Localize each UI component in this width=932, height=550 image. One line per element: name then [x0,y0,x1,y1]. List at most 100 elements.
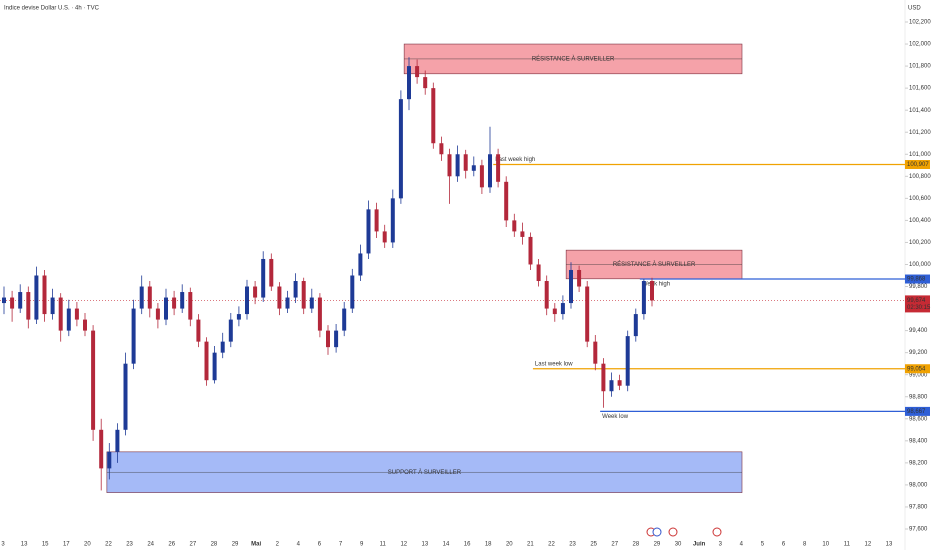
chart-title: Indice devise Dollar U.S. · 4h · TVC [4,6,100,12]
candle-body [463,154,468,171]
candle-body [269,258,274,287]
x-tick-label: 26 [168,542,175,548]
candle-body [358,253,363,276]
x-tick-label: 13 [21,542,28,548]
y-tick-label: 98,800 [909,394,928,400]
price-tag-label: 100,907 [907,162,929,168]
candle-body [10,297,15,309]
event-icon[interactable] [652,527,662,537]
candle-body [188,292,193,320]
candle-body [609,380,614,392]
candle-body [601,363,606,392]
y-tick-label: 101,400 [909,108,931,114]
candle-body [18,292,23,309]
candle-body [593,341,598,364]
price-tag [905,295,930,313]
candle-body [293,281,298,298]
x-tick-label: 30 [675,542,682,548]
x-tick-label: 17 [63,542,70,548]
x-tick-label: 15 [42,542,49,548]
x-tick-label: 14 [443,542,450,548]
candle-body [228,319,233,342]
candle-body [569,269,573,304]
candle-body [172,297,177,309]
candle-body [220,341,225,353]
x-tick-label: 20 [84,542,91,548]
candle-body [625,336,630,386]
candle-body [479,165,484,188]
candle-body [560,303,565,315]
candle-body [423,77,428,89]
event-icon[interactable] [712,527,722,537]
x-tick-label: 10 [822,542,829,548]
candle-body [196,319,201,342]
y-tick-label: 101,000 [909,152,931,158]
candle-body [447,154,452,177]
candle-body [536,264,541,282]
y-tick-label: 98,000 [909,482,928,488]
x-tick-label: 7 [339,542,343,548]
level-name: Last week high [495,157,535,163]
candle-body [366,209,371,254]
y-tick-label: 98,600 [909,416,928,422]
price-tag-label: 98,667 [907,409,926,415]
candle-body [512,220,517,232]
candle-body [83,319,87,331]
zone-label: RÉSISTANCE À SURVEILLER [532,56,615,63]
y-tick-label: 99,200 [909,350,928,356]
candle-body [131,308,136,364]
x-tick-label: 27 [611,542,618,548]
x-tick-label: 22 [105,542,112,548]
candle-body [2,297,6,304]
candle-body [277,286,282,309]
x-tick-label: 11 [844,542,851,548]
event-icons[interactable] [646,527,722,537]
y-tick-label: 100,200 [909,240,931,246]
x-tick-label: 13 [422,542,429,548]
level-name: Week high [642,282,670,288]
y-tick-label: 100,000 [909,262,931,268]
candle-body [50,297,55,315]
price-tag [905,160,930,170]
level-name: Last week low [535,361,573,367]
candle-body [285,297,290,309]
x-tick-label: 9 [360,542,364,548]
x-tick-label: 28 [211,542,218,548]
candle-body [455,154,460,177]
event-icon[interactable] [668,527,678,537]
candle-body [164,297,168,320]
candle-body [390,198,395,243]
candle-body [99,429,104,469]
candle-body [317,297,322,331]
x-tick-label: 4 [297,542,301,548]
x-tick-label: 4 [740,542,744,548]
candle-body [91,330,96,430]
candle-body [641,281,646,315]
candle-body [66,308,71,331]
x-tick-label: 3 [719,542,723,548]
candle-body [301,281,306,309]
price-tag-label: 99,868 [907,277,926,283]
zone-label: RÉSISTANCE À SURVEILLER [613,261,696,268]
candle-body [407,66,411,100]
y-tick-label: 102,000 [909,42,931,48]
x-tick-label: 8 [803,542,807,548]
y-tick-label: 100,800 [909,174,931,180]
x-tick-label: 29 [232,542,239,548]
candle-body [439,143,444,155]
candle-body [107,451,112,469]
zone-label: SUPPORT À SURVEILLER [388,469,462,476]
candle-body [58,297,63,331]
candle-body [253,286,258,298]
candle-body [42,275,47,315]
y-tick-label: 98,400 [909,438,928,444]
candle-body [650,281,654,301]
candle-body [147,286,152,309]
level-name: Week low [602,414,629,420]
y-tick-label: 100,600 [909,196,931,202]
y-tick-label: 97,600 [909,527,928,533]
y-tick-label: 100,400 [909,218,931,224]
candle-body [309,297,314,309]
y-tick-label: 99,400 [909,328,928,334]
candle-body [139,286,144,309]
